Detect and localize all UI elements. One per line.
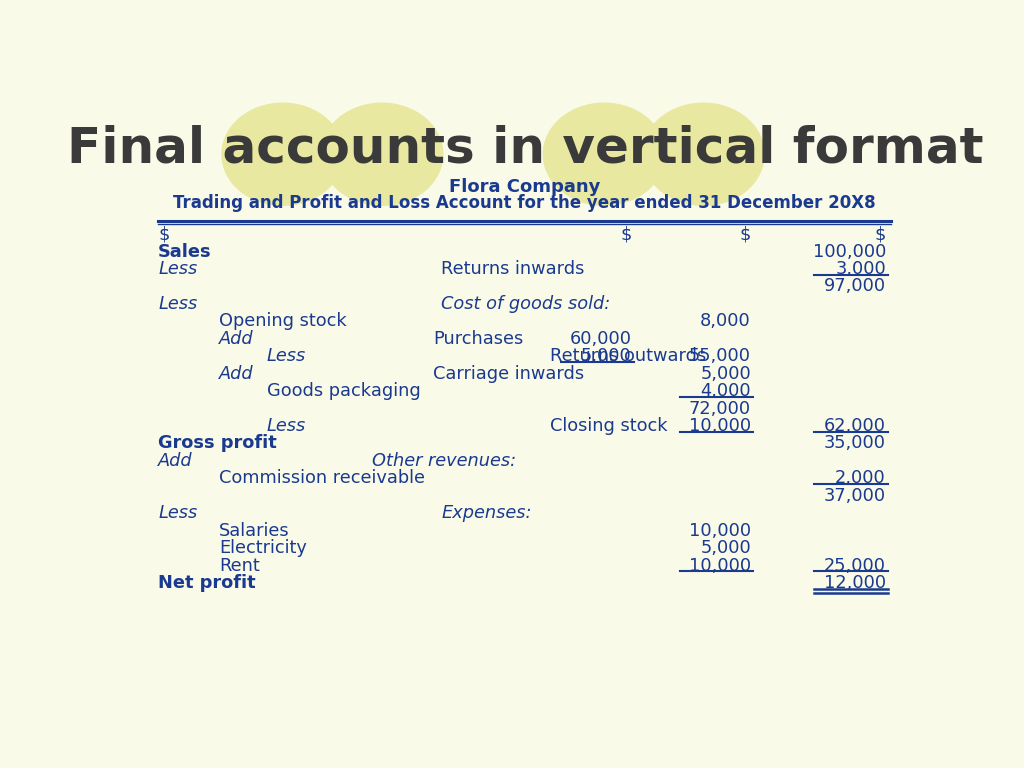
Ellipse shape: [221, 102, 344, 206]
Text: $: $: [621, 225, 632, 243]
Text: Returns outwards: Returns outwards: [550, 347, 707, 366]
Text: Goods packaging: Goods packaging: [267, 382, 421, 400]
Text: 5,000: 5,000: [700, 365, 751, 382]
Text: Commission receivable: Commission receivable: [219, 469, 425, 488]
Text: Add: Add: [219, 329, 254, 348]
Text: Less: Less: [267, 347, 306, 366]
Text: 2,000: 2,000: [836, 469, 886, 488]
Text: 12,000: 12,000: [823, 574, 886, 592]
Text: Less: Less: [158, 295, 198, 313]
Text: 55,000: 55,000: [689, 347, 751, 366]
Ellipse shape: [543, 102, 666, 206]
Text: 37,000: 37,000: [823, 487, 886, 505]
Text: 10,000: 10,000: [689, 521, 751, 540]
Text: Opening stock: Opening stock: [219, 313, 347, 330]
Text: 35,000: 35,000: [824, 435, 886, 452]
Text: Closing stock: Closing stock: [550, 417, 668, 435]
Text: Expenses:: Expenses:: [441, 505, 531, 522]
Text: 5,000: 5,000: [582, 347, 632, 366]
Text: 60,000: 60,000: [570, 329, 632, 348]
Text: 72,000: 72,000: [689, 399, 751, 418]
Text: Salaries: Salaries: [219, 521, 290, 540]
Text: Less: Less: [158, 260, 198, 278]
Text: 25,000: 25,000: [824, 557, 886, 574]
Text: 62,000: 62,000: [824, 417, 886, 435]
Text: Carriage inwards: Carriage inwards: [433, 365, 585, 382]
Text: Final accounts in vertical format: Final accounts in vertical format: [67, 124, 983, 172]
Text: 3,000: 3,000: [836, 260, 886, 278]
Text: Add: Add: [219, 365, 254, 382]
Text: Gross profit: Gross profit: [158, 435, 276, 452]
Text: Trading and Profit and Loss Account for the year ended 31 December 20X8: Trading and Profit and Loss Account for …: [173, 194, 877, 212]
Text: Less: Less: [158, 505, 198, 522]
Text: 4,000: 4,000: [700, 382, 751, 400]
Text: Sales: Sales: [158, 243, 212, 260]
Ellipse shape: [321, 102, 443, 206]
Text: Add: Add: [158, 452, 193, 470]
Text: 5,000: 5,000: [700, 539, 751, 557]
Text: Other revenues:: Other revenues:: [372, 452, 516, 470]
Text: Rent: Rent: [219, 557, 260, 574]
Text: $: $: [874, 225, 886, 243]
Text: Purchases: Purchases: [433, 329, 523, 348]
Text: Cost of goods sold:: Cost of goods sold:: [441, 295, 610, 313]
Ellipse shape: [642, 102, 765, 206]
Text: Less: Less: [267, 417, 306, 435]
Text: Net profit: Net profit: [158, 574, 256, 592]
Text: 100,000: 100,000: [812, 243, 886, 260]
Text: 10,000: 10,000: [689, 557, 751, 574]
Text: Returns inwards: Returns inwards: [441, 260, 585, 278]
Text: Electricity: Electricity: [219, 539, 307, 557]
Text: $: $: [739, 225, 751, 243]
Text: $: $: [158, 225, 170, 243]
Text: Flora Company: Flora Company: [450, 177, 600, 196]
Text: 10,000: 10,000: [689, 417, 751, 435]
Text: 97,000: 97,000: [823, 277, 886, 296]
Text: 8,000: 8,000: [700, 313, 751, 330]
